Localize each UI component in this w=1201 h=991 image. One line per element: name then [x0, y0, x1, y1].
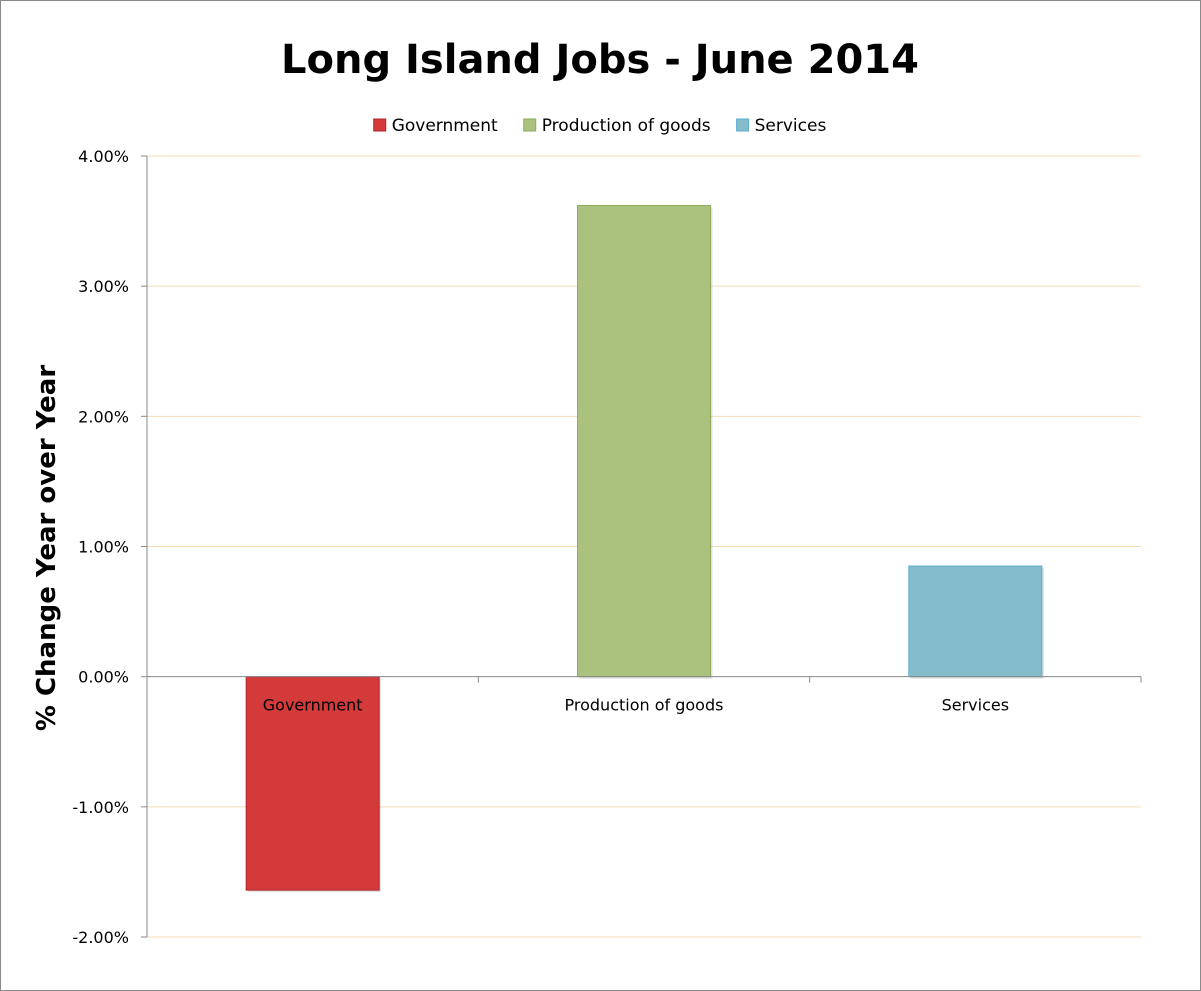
legend-label-services: Services [755, 116, 827, 136]
y-tick-label: 1.00% [78, 538, 129, 557]
chart-title: Long Island Jobs - June 2014 [281, 37, 919, 83]
y-tick-labels: -2.00% -1.00% 0.00% 1.00% 2.00% 3.00% 4.00% [72, 147, 129, 947]
y-tick-label: 0.00% [78, 668, 129, 687]
category-label-services: Services [942, 696, 1009, 715]
y-tick-label: 4.00% [78, 147, 129, 166]
y-tick-label: -2.00% [72, 928, 129, 947]
y-tick-label: 2.00% [78, 407, 129, 426]
y-tick-label: -1.00% [72, 798, 129, 817]
legend-swatch-production-of-goods [523, 118, 537, 132]
category-labels: Government Production of goods Services [263, 696, 1009, 715]
y-axis-title: % Change Year over Year [32, 365, 62, 731]
bar-services [908, 565, 1043, 678]
legend-label-production-of-goods: Production of goods [542, 116, 711, 136]
bar-government [245, 676, 380, 891]
bars [245, 204, 1044, 893]
legend-swatch-government [373, 118, 387, 132]
bar-production-of-goods [577, 204, 711, 678]
axes [141, 155, 1142, 938]
legend-swatch-services [736, 118, 750, 132]
legend: Government Production of goods Services [373, 116, 827, 136]
y-tick-label: 3.00% [78, 277, 129, 296]
category-label-production-of-goods: Production of goods [565, 696, 724, 715]
category-label-government: Government [263, 696, 363, 715]
legend-label-government: Government [392, 116, 498, 136]
